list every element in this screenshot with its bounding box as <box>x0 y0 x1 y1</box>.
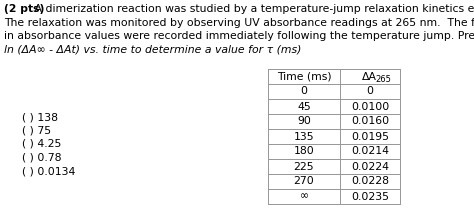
Bar <box>268 174 340 189</box>
Text: 45: 45 <box>297 102 311 112</box>
Text: 0.0235: 0.0235 <box>351 191 389 202</box>
Text: 0.0214: 0.0214 <box>351 146 389 156</box>
Text: ( ) 0.0134: ( ) 0.0134 <box>22 166 75 176</box>
Text: 180: 180 <box>293 146 314 156</box>
Text: 0.0224: 0.0224 <box>351 161 389 171</box>
Text: 0: 0 <box>301 87 308 97</box>
Bar <box>268 69 340 84</box>
Bar <box>340 174 400 189</box>
Bar <box>268 159 340 174</box>
Bar <box>268 99 340 114</box>
Bar <box>340 144 400 159</box>
Text: ( ) 4.25: ( ) 4.25 <box>22 139 61 149</box>
Bar <box>340 129 400 144</box>
Text: ΔA: ΔA <box>362 71 377 82</box>
Bar <box>340 114 400 129</box>
Bar <box>268 84 340 99</box>
Bar <box>268 69 340 84</box>
Text: 0.0228: 0.0228 <box>351 176 389 186</box>
Bar <box>268 174 340 189</box>
Text: 225: 225 <box>294 161 314 171</box>
Bar <box>340 99 400 114</box>
Bar <box>340 159 400 174</box>
Bar <box>268 99 340 114</box>
Text: 90: 90 <box>297 117 311 127</box>
Bar <box>268 114 340 129</box>
Bar <box>268 129 340 144</box>
Bar <box>268 189 340 204</box>
Bar <box>340 159 400 174</box>
Text: ( ) 138: ( ) 138 <box>22 112 58 122</box>
Text: Time (ms): Time (ms) <box>277 71 331 82</box>
Bar <box>340 189 400 204</box>
Bar <box>340 69 400 84</box>
Text: The relaxation was monitored by observing UV absorbance readings at 265 nm.  The: The relaxation was monitored by observin… <box>4 18 474 28</box>
Bar <box>340 69 400 84</box>
Bar <box>268 84 340 99</box>
Text: (2 pts): (2 pts) <box>4 4 45 14</box>
Bar <box>268 159 340 174</box>
Text: 135: 135 <box>294 132 314 141</box>
Bar <box>340 189 400 204</box>
Bar <box>268 129 340 144</box>
Bar <box>268 144 340 159</box>
Bar <box>268 114 340 129</box>
Bar <box>340 144 400 159</box>
Text: 0.0195: 0.0195 <box>351 132 389 141</box>
Text: 0.0100: 0.0100 <box>351 102 389 112</box>
Text: 0.0160: 0.0160 <box>351 117 389 127</box>
Bar <box>340 84 400 99</box>
Text: 265: 265 <box>375 74 391 84</box>
Bar <box>340 99 400 114</box>
Text: ∞: ∞ <box>300 191 309 202</box>
Bar <box>268 144 340 159</box>
Bar <box>268 189 340 204</box>
Bar <box>340 129 400 144</box>
Text: 0: 0 <box>366 87 374 97</box>
Text: A dimerization reaction was studied by a temperature-jump relaxation kinetics ex: A dimerization reaction was studied by a… <box>31 4 474 14</box>
Bar <box>340 84 400 99</box>
Text: 270: 270 <box>293 176 314 186</box>
Text: in absorbance values were recorded immediately following the temperature jump. P: in absorbance values were recorded immed… <box>4 31 474 41</box>
Text: ( ) 75: ( ) 75 <box>22 125 51 135</box>
Bar <box>340 174 400 189</box>
Text: ln (ΔA∞ - ΔAt) vs. time to determine a value for τ (ms): ln (ΔA∞ - ΔAt) vs. time to determine a v… <box>4 44 301 54</box>
Text: ( ) 0.78: ( ) 0.78 <box>22 153 62 163</box>
Bar <box>340 114 400 129</box>
